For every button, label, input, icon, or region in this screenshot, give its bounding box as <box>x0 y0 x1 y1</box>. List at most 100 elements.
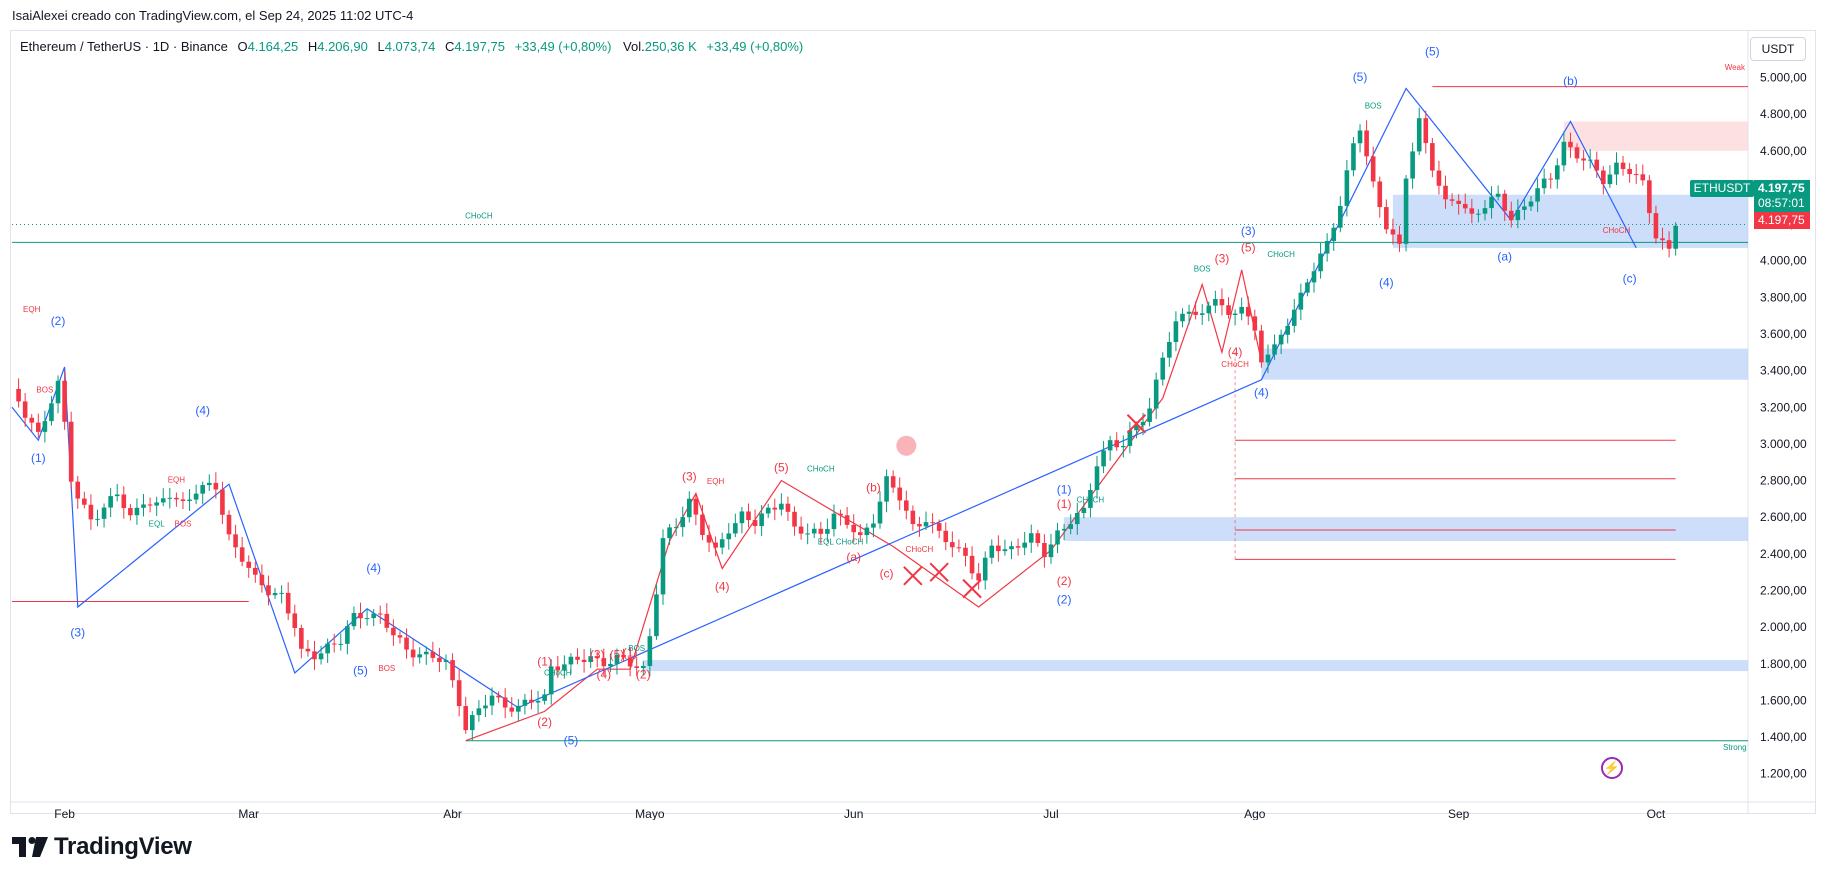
close-price-tag: 4.197,75 <box>1754 212 1810 229</box>
candle-body <box>160 498 166 503</box>
lightning-icon[interactable]: ⚡ <box>1601 757 1623 779</box>
wave-label-blue: (c) <box>1623 272 1637 286</box>
candle-body <box>1186 311 1192 314</box>
candle-body <box>838 513 843 516</box>
candle-body <box>226 514 232 535</box>
candle-body <box>535 700 541 703</box>
candle-body <box>1541 178 1547 189</box>
candle-body <box>1291 309 1297 326</box>
candle-body <box>1180 313 1185 322</box>
candle-body <box>206 482 212 486</box>
candle-body <box>1403 178 1409 244</box>
candle-body <box>1311 271 1317 283</box>
candle-body <box>1022 542 1027 548</box>
volume-change: +33,49 (+0,80%) <box>706 39 804 54</box>
candle-body <box>483 705 488 709</box>
candle-body <box>660 538 666 595</box>
x-tick-label: Jul <box>1043 807 1058 820</box>
candle-body <box>1430 143 1435 171</box>
price-chart[interactable]: 1.200,00 1.400,00 1.600,00 1.800,00 2.000,00… <box>0 0 1826 820</box>
y-tick-label: 1.600,00 <box>1760 693 1807 707</box>
candle-body <box>239 547 245 562</box>
candle-body <box>614 654 620 664</box>
structure-annotation: CHoCH <box>1077 496 1105 505</box>
candle-body <box>1384 207 1389 230</box>
wave-label-blue: (5) <box>1353 70 1368 84</box>
candle-body <box>338 643 344 645</box>
wave-label-red: (3) <box>590 647 605 661</box>
candle-body <box>134 507 140 516</box>
candle-body <box>798 526 804 534</box>
candle-body <box>141 504 146 508</box>
structure-annotation: CHoCH <box>1603 226 1631 235</box>
candle-body <box>1647 180 1652 214</box>
candle-body <box>496 695 501 698</box>
last-price: 4.197,75 <box>1758 181 1805 195</box>
currency-selector[interactable]: USDT <box>1750 37 1806 61</box>
candle-body <box>180 499 186 501</box>
candle-body <box>1443 185 1448 200</box>
candle-body <box>391 627 396 636</box>
wave-label-blue: (1) <box>1057 482 1072 496</box>
symbol-line[interactable]: Ethereum / TetherUS · 1D · Binance <box>20 39 228 54</box>
x-mark <box>1126 414 1147 434</box>
candle-body <box>246 561 252 568</box>
alert-circle-marker <box>896 435 917 456</box>
candle-body <box>1068 524 1073 529</box>
candle-body <box>1568 141 1573 148</box>
candle-body <box>312 651 317 660</box>
candle-body <box>1048 544 1054 558</box>
candle-body <box>1167 341 1172 358</box>
candle-body <box>417 654 422 658</box>
candle-body <box>529 699 534 703</box>
candle-body <box>1298 292 1304 310</box>
candle-body <box>897 487 903 501</box>
structure-annotation: CHoCH <box>807 464 835 473</box>
supply-demand-zone <box>1563 121 1748 151</box>
y-tick-label: 2.600,00 <box>1760 510 1807 524</box>
candle-body <box>673 527 679 529</box>
candle-body <box>55 380 61 404</box>
candle-body <box>1476 213 1481 215</box>
candle-body <box>575 656 580 660</box>
candle-body <box>785 503 791 512</box>
candle-body <box>1456 200 1461 204</box>
candle-body <box>1344 170 1350 206</box>
wave-label-red: (4) <box>596 667 611 681</box>
candle-body <box>1074 513 1080 525</box>
candle-body <box>1555 165 1560 180</box>
candle-body <box>1239 306 1244 314</box>
candle-body <box>49 403 54 422</box>
candle-body <box>1633 174 1639 176</box>
structure-annotation: EQH <box>23 305 41 314</box>
candle-body <box>1370 156 1376 182</box>
high-label: H <box>307 39 318 54</box>
supply-demand-zone <box>1064 517 1748 542</box>
candle-body <box>772 507 778 510</box>
candle-body <box>1640 174 1646 181</box>
candle-body <box>667 527 672 539</box>
candle-body <box>1081 507 1087 514</box>
publish-line: IsaiAlexei creado con TradingView.com, e… <box>12 8 414 23</box>
wave-label-red: (2) <box>1057 574 1072 588</box>
x-mark <box>903 566 923 586</box>
y-tick-label: 2.000,00 <box>1760 620 1807 634</box>
blue-wave-path <box>11 87 1637 709</box>
candle-body <box>765 507 771 514</box>
chart-frame[interactable] <box>10 30 1816 814</box>
candle-body <box>1561 141 1567 166</box>
candle-body <box>299 628 304 649</box>
candle-body <box>601 658 607 667</box>
candle-body <box>1042 543 1047 558</box>
structure-annotation: BOS <box>36 386 53 395</box>
candle-body <box>1331 227 1337 241</box>
candle-body <box>877 501 883 524</box>
candle-body <box>647 636 653 666</box>
candle-body <box>1088 489 1093 508</box>
wave-label-red: (3) <box>682 470 697 484</box>
candle-body <box>726 533 732 540</box>
wave-label-red: (5) <box>610 647 625 661</box>
candle-body <box>1324 240 1330 254</box>
candle-body <box>1219 299 1225 306</box>
candle-body <box>634 666 639 669</box>
